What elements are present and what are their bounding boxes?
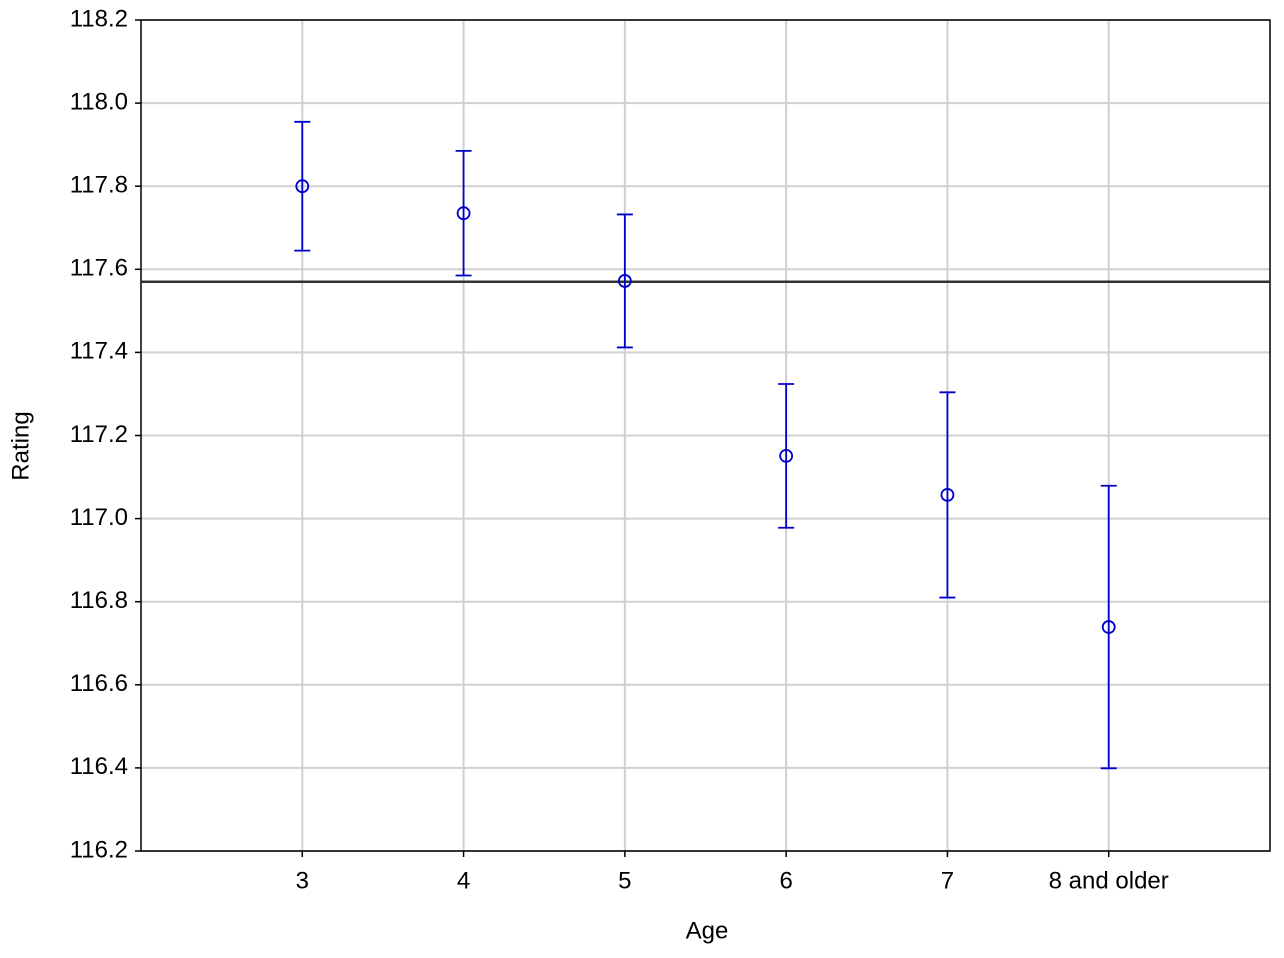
x-tick-label: 6 [779,867,792,894]
y-tick-label: 117.8 [70,172,128,199]
error-bar [455,149,472,277]
error-bar [616,213,633,349]
marker [779,448,794,463]
marker [456,206,471,221]
error-bar [778,383,795,529]
y-tick-label: 116.2 [70,836,128,863]
y-tick-label: 118.2 [70,5,128,32]
marker [940,488,955,502]
plot-frame [140,19,1271,852]
y-axis-label: Rating [7,411,34,480]
y-tick-label: 116.8 [70,587,128,614]
x-tick-label: 7 [941,867,954,894]
error-bar [939,391,956,599]
error-bar [1100,484,1117,770]
error-bar [294,120,311,252]
x-tick-label: 3 [296,867,309,894]
x-tick-label: 8 and older [1049,867,1169,894]
marker [617,274,632,288]
x-tick-label: 4 [457,867,470,894]
y-tick-label: 116.4 [70,753,128,780]
marker [1101,620,1116,634]
y-tick-label: 117.2 [70,421,128,448]
y-tick-label: 117.4 [70,338,128,365]
y-tick-label: 117.0 [70,504,128,531]
y-tick-label: 118.0 [70,88,128,115]
x-tick-label: 5 [618,867,631,894]
marker [295,179,310,194]
y-tick-label: 117.6 [70,255,128,282]
x-axis-label: Age [686,917,729,944]
y-tick-label: 116.6 [70,670,128,697]
